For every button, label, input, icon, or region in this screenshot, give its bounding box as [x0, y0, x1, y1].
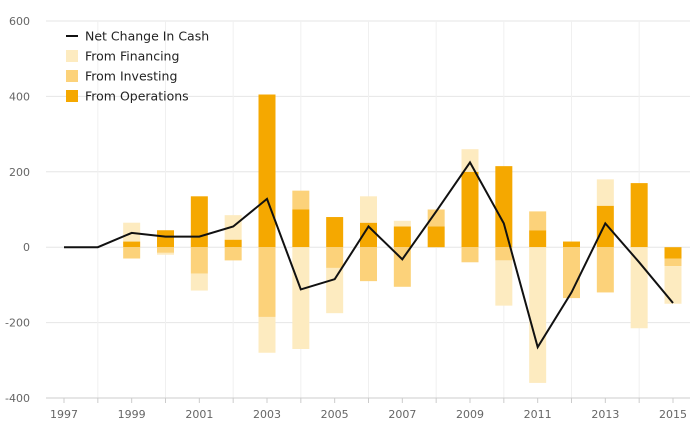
bar-from-investing-2006 [360, 247, 377, 282]
bar-from-operations-2012 [563, 241, 580, 248]
bar-from-operations-2013 [596, 205, 614, 248]
bar-from-financing-2005 [326, 267, 344, 314]
net-change-line-layer [64, 160, 674, 350]
bar-from-financing-2007 [393, 220, 411, 227]
bar-from-investing-2001 [190, 247, 208, 274]
x-tick-label: 2015 [659, 408, 687, 421]
bar-from-investing-1999 [123, 247, 141, 259]
legend-swatch-from-investing [66, 70, 78, 82]
net-change-line [64, 160, 674, 350]
bar-from-investing-2008 [427, 209, 445, 227]
bar-from-investing-2007 [393, 247, 411, 287]
bar-from-operations-2000 [157, 230, 174, 248]
bar-from-operations-2008 [427, 226, 445, 248]
bar-from-financing-2001 [190, 273, 208, 291]
bar-from-investing-2013 [596, 247, 614, 293]
x-tick-label: 2011 [524, 408, 552, 421]
bar-from-operations-2009 [461, 171, 479, 248]
legend-swatch-from-operations [66, 90, 78, 102]
bar-from-financing-2004 [292, 247, 310, 349]
legend-swatch-from-financing [66, 50, 78, 62]
bar-from-financing-2014 [630, 247, 648, 329]
bars [123, 94, 682, 383]
bar-from-financing-2009 [461, 149, 479, 172]
bar-from-operations-2001 [190, 196, 208, 248]
x-tick-label: 2013 [591, 408, 619, 421]
x-tick-label: 2007 [388, 408, 416, 421]
bar-from-operations-2006 [360, 222, 377, 248]
bar-from-investing-2005 [326, 247, 344, 268]
x-tick-label: 2001 [185, 408, 213, 421]
bar-from-investing-2009 [461, 247, 479, 263]
axes: -400 -200 0 200 400 600 1997 1999 2001 2003 2005 20… [5, 15, 690, 421]
bar-from-operations-2011 [529, 230, 547, 248]
bar-from-investing-2011 [529, 211, 547, 231]
bar-from-operations-1999 [123, 241, 141, 248]
bar-from-operations-2010 [495, 166, 513, 248]
legend-label: From Financing [85, 49, 179, 64]
bar-from-investing-2002 [224, 247, 242, 261]
bar-from-financing-2011 [529, 247, 547, 383]
legend-label: Net Change In Cash [85, 29, 209, 44]
bar-from-investing-2004 [292, 190, 310, 210]
legend-label: From Operations [85, 89, 189, 104]
bar-from-financing-2006 [360, 196, 377, 223]
bar-from-operations-2003 [258, 94, 276, 248]
legend-label: From Investing [85, 69, 177, 84]
bar-from-financing-2000 [157, 252, 174, 255]
y-tick-label: -200 [5, 317, 30, 330]
y-tick-label: 600 [9, 15, 30, 28]
bar-from-investing-2000 [157, 247, 174, 253]
y-tick-label: 200 [9, 166, 30, 179]
x-tick-label: 2009 [456, 408, 484, 421]
x-tick-label: 2005 [321, 408, 349, 421]
bar-from-operations-2004 [292, 209, 310, 248]
bar-from-financing-2015 [664, 266, 682, 304]
bar-from-operations-2014 [630, 183, 648, 248]
bar-from-operations-2007 [393, 226, 411, 248]
y-tick-label: 400 [9, 90, 30, 103]
y-tick-label: 0 [23, 241, 30, 254]
bar-from-investing-2003 [258, 247, 276, 317]
y-tick-label: -400 [5, 392, 30, 405]
bar-from-operations-2002 [224, 239, 242, 248]
bar-from-operations-2015 [664, 247, 682, 259]
legend: Net Change In Cash From Financing From Inv… [66, 29, 209, 104]
bar-from-financing-2013 [596, 179, 614, 206]
x-tick-label: 2003 [253, 408, 281, 421]
bar-from-investing-2015 [664, 258, 682, 267]
bar-from-financing-2010 [495, 260, 513, 306]
x-tick-label: 1997 [50, 408, 78, 421]
bar-from-financing-2003 [258, 316, 276, 353]
x-tick-label: 1999 [118, 408, 146, 421]
bar-from-investing-2010 [495, 247, 513, 261]
bar-from-operations-2005 [326, 217, 344, 248]
